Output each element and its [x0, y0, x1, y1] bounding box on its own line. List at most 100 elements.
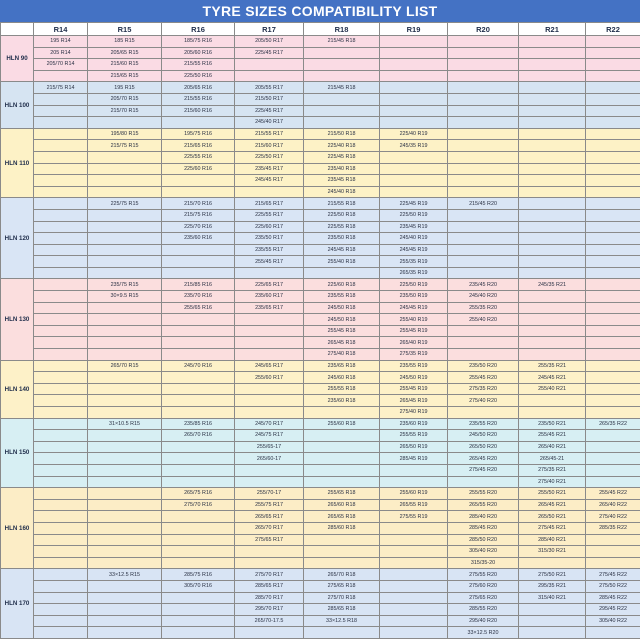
tyre-size-cell	[518, 313, 586, 326]
tyre-size-cell	[87, 440, 162, 454]
tyre-size-cell	[585, 452, 640, 465]
tyre-size-cell	[234, 69, 304, 83]
tyre-size-cell: 235/60 R19	[379, 417, 448, 431]
tyre-size-cell: 275/55 R19	[379, 510, 448, 523]
tyre-size-cell	[33, 440, 88, 454]
table-row: HLN 140 265/70 R15 245/70 R16 245/65 R17 235…	[0, 359, 640, 419]
tyre-size-cell: 245/35 R19	[379, 139, 448, 152]
tyre-size-cell	[585, 359, 640, 373]
tyre-size-cell	[33, 394, 88, 407]
tyre-size-cell	[33, 579, 88, 593]
tyre-size-cell	[447, 58, 519, 71]
tyre-size-cell: 215/70 R16	[161, 197, 235, 210]
tyre-size-cell	[585, 104, 640, 118]
tyre-size-cell	[161, 336, 235, 350]
tyre-size-cell	[379, 69, 448, 83]
tyre-size-cell: 235/50 R20	[447, 359, 519, 373]
tyre-size-cell	[161, 394, 235, 407]
tyre-size-cell: 265/70 R17	[234, 521, 304, 535]
column-header-r15: R15	[87, 22, 162, 36]
tyre-size-cell	[87, 603, 162, 616]
tyre-size-cell: 255/45 R17	[234, 255, 304, 268]
tyre-size-cell	[585, 92, 640, 106]
tyre-size-cell	[447, 406, 519, 419]
tyre-size-cell	[518, 301, 586, 315]
tyre-size-cell	[518, 243, 586, 257]
tyre-size-cell	[585, 313, 640, 326]
tyre-size-cell: 255/55 R20	[447, 487, 519, 500]
tyre-size-cell	[518, 139, 586, 152]
tyre-size-cell: 255/35 R21	[518, 359, 586, 373]
tyre-size-cell	[585, 290, 640, 303]
tyre-size-cell	[33, 487, 88, 500]
tyre-size-cell: 215/55 R16	[161, 58, 235, 71]
tyre-size-cell	[585, 81, 640, 94]
tyre-size-cell	[585, 394, 640, 407]
tyre-size-cell	[87, 255, 162, 268]
tyre-size-cell	[379, 116, 448, 129]
tyre-size-cell: 255/35 R19	[379, 255, 448, 268]
tyre-size-cell	[379, 463, 448, 477]
table-row: 255/65 R16 235/65 R17 245/50 R18 245/45 R19…	[0, 301, 640, 315]
tyre-size-cell: 275/55 R20	[447, 568, 519, 581]
tyre-size-cell	[585, 139, 640, 152]
tyre-size-cell: 225/50 R19	[379, 278, 448, 292]
tyre-size-cell: 275/45 R21	[518, 521, 586, 535]
table-row: 265/45 R18 265/40 R19	[0, 336, 640, 350]
tyre-size-cell	[585, 406, 640, 419]
header-corner	[0, 22, 34, 36]
tyre-size-cell: 215/50 R17	[234, 92, 304, 106]
tyre-size-cell	[379, 603, 448, 616]
tyre-size-cell: 245/40 R20	[447, 290, 519, 303]
tyre-size-cell	[303, 626, 380, 639]
tyre-size-cell	[33, 301, 88, 315]
tyre-size-cell	[234, 382, 304, 396]
tyre-size-cell	[518, 185, 586, 199]
tyre-size-cell	[379, 58, 448, 71]
tyre-size-cell: 255/40 R21	[518, 382, 586, 396]
tyre-size-cell: 265/65 R17	[234, 510, 304, 523]
tyre-size-cell	[379, 174, 448, 187]
tyre-size-cell	[33, 498, 88, 512]
table-row: 275/40 R19	[0, 406, 640, 419]
tyre-size-cell	[161, 324, 235, 338]
tyre-size-cell	[585, 232, 640, 245]
tyre-size-cell	[379, 521, 448, 535]
model-label: HLN 90	[0, 34, 34, 83]
tyre-size-cell	[161, 545, 235, 558]
tyre-size-cell: 215/45 R20	[447, 197, 519, 210]
tyre-size-cell	[234, 463, 304, 477]
tyre-size-cell: 235/45 R19	[379, 220, 448, 234]
table-row: 205/70 R15 215/55 R16 215/50 R17	[0, 92, 640, 106]
tyre-size-cell: 265/35 R22	[585, 417, 640, 431]
tyre-size-cell: 215/55 R17	[234, 127, 304, 141]
tyre-size-cell: 185/75 R16	[161, 35, 235, 48]
tyre-size-cell	[87, 382, 162, 396]
tyre-size-cell	[518, 116, 586, 129]
tyre-size-cell	[87, 406, 162, 419]
tyre-size-cell: 185 R15	[87, 35, 162, 48]
tyre-size-cell: 225/60 R17	[234, 220, 304, 234]
table-row: 275/70 R16 255/75 R17 265/60 R18 265/55 R19…	[0, 498, 640, 512]
tyre-size-cell	[33, 313, 88, 326]
tyre-size-cell: 275/40 R20	[447, 394, 519, 407]
tyre-size-cell: 315/30 R21	[518, 545, 586, 558]
tyre-size-cell: 255/65-17	[234, 440, 304, 454]
tyre-size-cell	[234, 626, 304, 639]
tyre-size-cell: 285/70 R17	[234, 591, 304, 605]
tyre-size-cell: 225/50 R18	[303, 208, 380, 222]
tyre-size-cell: 235/45 R17	[234, 162, 304, 176]
tyre-size-cell: 265/45 R20	[447, 452, 519, 465]
tyre-size-cell	[161, 243, 235, 257]
tyre-size-cell	[87, 510, 162, 523]
tyre-size-cell: 275/40 R21	[518, 475, 586, 489]
tyre-size-cell: 275/70 R16	[161, 498, 235, 512]
tyre-size-cell: 215/75 R15	[87, 139, 162, 152]
tyre-size-cell: 225/65 R17	[234, 278, 304, 292]
tyre-size-cell	[585, 46, 640, 60]
tyre-size-cell	[379, 614, 448, 628]
tyre-size-cell: 245/75 R17	[234, 429, 304, 442]
tyre-size-cell: 275/35 R20	[447, 382, 519, 396]
tyre-size-cell	[161, 116, 235, 129]
tyre-size-cell: 275/40 R19	[379, 406, 448, 419]
